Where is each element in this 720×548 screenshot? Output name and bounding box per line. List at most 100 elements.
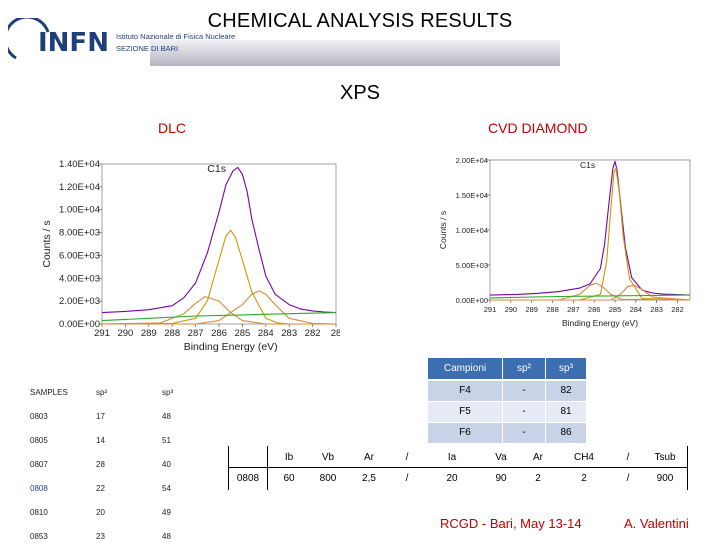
table-cell: 82 [545, 380, 586, 402]
table-row: F5 - 81 [428, 401, 586, 423]
y-tick-label: 2.00E+04 [456, 156, 488, 165]
y-axis-label: Counts / s [41, 220, 53, 267]
dlc-xps-chart: C1s 0.00E+00 2.00E+03 4.00E+03 6.00E+03 8.00E… [40, 146, 340, 360]
table-cell: 48 [162, 531, 171, 541]
plot-area [489, 159, 691, 301]
params-header: Va [495, 452, 507, 463]
x-tick-label: 284 [258, 328, 274, 339]
table-header: sp³ [162, 387, 174, 397]
infn-logo: INFN Istituto Nazionale di Fisica Nuclea… [3, 15, 235, 70]
series-line [102, 290, 337, 325]
params-header: Ib [284, 452, 294, 463]
x-axis-label: Binding Energy (eV) [562, 318, 638, 328]
table-cell: 40 [162, 459, 171, 469]
table-cell: 20 [96, 507, 105, 517]
params-sample: 0808 [236, 473, 260, 484]
y-tick-label: 2.00E+03 [59, 296, 100, 307]
table-cell: 0803 [30, 411, 48, 421]
footer-author: A. Valentini [624, 516, 689, 531]
x-tick-label: 286 [211, 328, 227, 339]
y-tick-label: 1.00E+04 [456, 226, 488, 235]
series-line [101, 296, 336, 325]
y-axis-label: Counts / s [438, 211, 448, 249]
x-tick-label: 287 [567, 305, 580, 314]
table-row: F4 - 82 [428, 380, 586, 402]
x-tick-label: 290 [117, 328, 133, 339]
y-tick-label: 1.40E+04 [59, 159, 100, 170]
y-tick-label: 1.20E+04 [59, 182, 100, 193]
table-cell: 28 [96, 459, 105, 469]
table-header: sp² [502, 358, 546, 381]
table-cell: - [502, 380, 546, 402]
params-header: Ar [364, 452, 374, 463]
table-row: 0810 20 49 [30, 500, 220, 524]
table-cell: 0807 [30, 459, 48, 469]
table-header: SAMPLES [30, 387, 68, 397]
x-tick-label: 28 [331, 328, 340, 339]
chart-title: C1s [207, 163, 226, 175]
chart-title: C1s [580, 160, 595, 170]
y-tick-label: 6.00E+03 [59, 250, 100, 261]
header-banner [150, 40, 560, 66]
table-row: 0807 28 40 [30, 452, 220, 476]
infn-logo-graphic [3, 15, 50, 60]
x-axis-label: Binding Energy (eV) [184, 341, 278, 353]
params-header: CH4 [573, 452, 594, 463]
logo-subtitle-2: SEZIONE DI BARI [116, 44, 179, 53]
params-value: / [405, 473, 409, 484]
params-value: 900 [656, 473, 674, 484]
samples-table: SAMPLES sp² sp³ 0803 17 48 0805 14 51 08… [30, 380, 220, 548]
table-cell: F6 [428, 422, 503, 443]
y-tick-label: 0.00E+00 [456, 296, 488, 305]
table-cell: 17 [96, 411, 105, 421]
table-cell: 0805 [30, 435, 48, 445]
x-tick-label: 283 [650, 305, 663, 314]
y-tick-label: 0.00E+00 [59, 319, 100, 330]
table-cell: 54 [162, 483, 171, 493]
params-value: 60 [283, 473, 295, 484]
table-header: Campioni [428, 358, 503, 381]
table-cell: 14 [96, 435, 105, 445]
table-row: 0853 23 48 [30, 524, 220, 548]
table-cell: F5 [428, 401, 503, 423]
series-line [489, 294, 690, 299]
table-row: F6 - 86 [428, 422, 586, 443]
table-cell: F4 [428, 380, 503, 402]
params-header: Ia [447, 452, 457, 463]
page-title: CHEMICAL ANALYSIS RESULTS [207, 10, 513, 32]
series-line [101, 166, 337, 314]
y-tick-label: 5.00E+03 [456, 261, 488, 270]
params-value: 800 [319, 473, 337, 484]
series-line [490, 167, 691, 301]
params-column-border [267, 446, 268, 490]
x-tick-label: 291 [94, 328, 110, 339]
x-tick-label: 282 [305, 328, 321, 339]
table-cell: - [502, 422, 546, 443]
params-table: 0808 Ib 60 Vb 800 Ar 2,5 / / Ia 20 Va 90 Ar 2 CH4 2 / / Ts… [228, 446, 688, 490]
table-row: 0803 17 48 [30, 404, 220, 428]
table-header-row: Campioni sp² sp³ [428, 358, 586, 381]
dlc-label: DLC [158, 120, 187, 136]
x-tick-label: 283 [281, 328, 297, 339]
x-tick-label: 289 [525, 305, 538, 314]
x-tick-label: 288 [546, 305, 559, 314]
table-cell: 0810 [30, 507, 48, 517]
params-header: / [626, 452, 630, 463]
table-header-row: SAMPLES sp² sp³ [30, 380, 220, 404]
table-cell: 51 [162, 435, 171, 445]
y-tick-label: 1.00E+04 [59, 205, 100, 216]
x-tick-label: 285 [609, 305, 622, 314]
params-header: Ar [533, 452, 543, 463]
section-title: XPS [339, 82, 381, 104]
table-cell: - [502, 401, 546, 423]
cvd-xps-chart: C1s 0.00E+00 5.00E+03 1.00E+04 1.50E+04 2.00E… [438, 146, 700, 336]
y-tick-label: 1.50E+04 [456, 191, 488, 200]
params-value: 2 [581, 473, 587, 484]
params-value: 2,5 [362, 473, 376, 484]
cvd-table: Campioni sp² sp³ F4 - 82 F5 - 81 F6 - 86 [428, 358, 586, 443]
table-cell: 23 [96, 531, 105, 541]
table-header: sp² [96, 387, 108, 397]
x-tick-label: 289 [141, 328, 157, 339]
footer-event: RCGD - Bari, May 13-14 [440, 516, 582, 531]
table-cell: 81 [545, 401, 586, 423]
